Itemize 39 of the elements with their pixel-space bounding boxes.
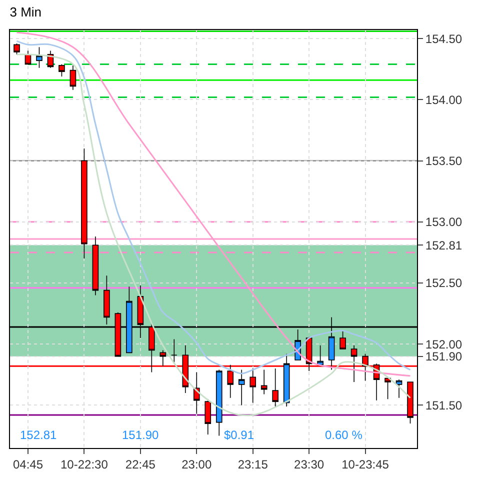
x-tick-label: 10-22:30 [60,457,108,472]
x-tick-label: 22:45 [125,457,156,472]
candlestick [216,369,222,436]
candlestick [14,43,20,55]
candlestick [250,368,256,404]
x-tick-label: 23:30 [294,457,324,472]
annotation: 0.60 % [325,428,363,442]
candlestick [104,275,110,325]
y-tick-label: 154.00 [425,92,462,107]
x-tick-label: 23:15 [238,457,268,472]
y-tick-label: 152.81 [425,238,462,252]
candlestick [36,46,42,68]
candlestick [384,378,391,400]
y-tick-label: 153.00 [425,215,462,230]
candlestick [238,369,245,406]
x-tick-label: 23:00 [182,457,212,472]
candlestick [407,382,414,424]
candlestick [283,353,290,407]
annotation: 152.81 [20,428,58,442]
candlestick [81,148,88,259]
candlestick [58,64,65,77]
annotation: 151.90 [122,428,160,442]
candlestick [204,398,212,435]
y-tick-label: 151.90 [425,350,462,364]
chart-title: 3 Min [10,4,42,20]
x-tick-label: 10-23:45 [342,457,390,472]
y-tick-label: 153.50 [425,154,462,168]
y-tick-label: 152.50 [425,276,462,290]
candlestick [260,369,268,395]
candlestick [92,236,99,296]
y-tick-label: 154.50 [425,32,462,46]
candlestick [340,330,346,350]
candlestick [396,379,402,398]
x-tick-label: 04:45 [12,457,44,472]
candlestick [70,65,76,90]
candlestick [170,338,178,364]
y-tick-label: 152.00 [425,337,462,352]
y-tick-label: 151.50 [425,398,462,412]
annotation: $0.91 [224,428,254,442]
